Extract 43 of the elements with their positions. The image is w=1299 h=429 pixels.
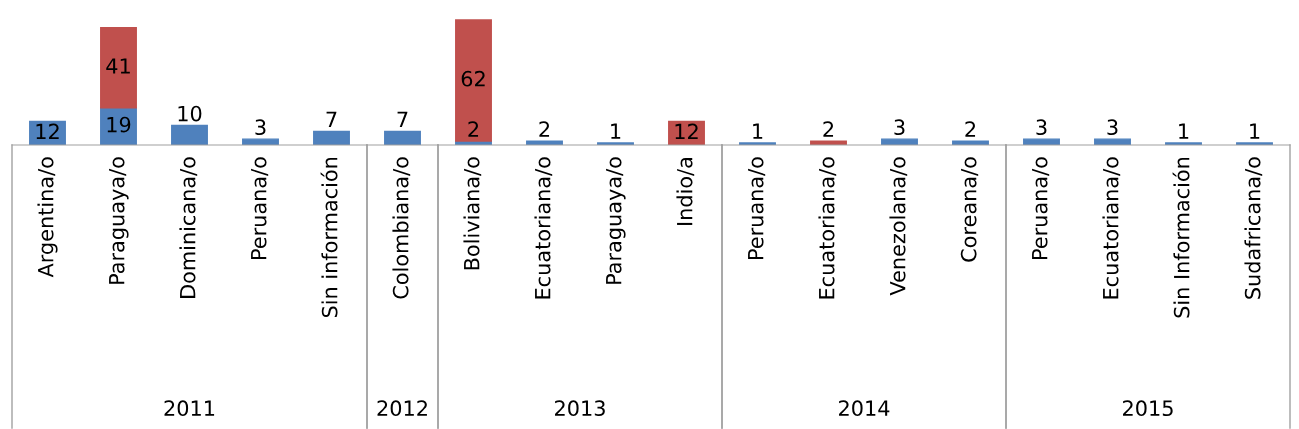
- data-label: 7: [326, 111, 337, 127]
- text: 2013: [555, 400, 605, 417]
- x-tick-label: Peruana/o: [1032, 157, 1050, 259]
- text: 2011: [164, 400, 215, 417]
- x-tick-label: Sudafricana/o: [1244, 157, 1263, 299]
- data-label: 1: [611, 123, 621, 139]
- text: 2014: [839, 400, 890, 417]
- data-label: 10: [178, 105, 202, 122]
- text: 2015: [1123, 400, 1173, 417]
- data-label: 1: [753, 123, 763, 139]
- x-tick-label: Sin información: [320, 157, 338, 318]
- data-label: 1: [1179, 123, 1189, 139]
- data-label: 3: [1036, 119, 1047, 136]
- x-tick-label: Indio/a: [676, 158, 695, 225]
- x-tick-label: Boliviana/o: [463, 157, 482, 270]
- x-tick-label: Colombiana/o: [392, 157, 411, 299]
- data-label: 7: [397, 111, 408, 127]
- x-tick-label: Coreana/o: [960, 157, 979, 262]
- data-label: 3: [1107, 119, 1118, 136]
- x-tick-label: Ecuatoriana/o: [534, 157, 553, 299]
- data-label: 2: [468, 121, 479, 137]
- data-label: 12: [36, 123, 59, 140]
- x-tick-label: Paraguaya/o: [606, 157, 626, 284]
- data-label: 1: [1250, 123, 1260, 139]
- data-label: 2: [539, 121, 550, 137]
- x-tick-label: Ecuatoriana/o: [818, 157, 837, 299]
- data-label: 3: [894, 119, 905, 136]
- text: 2012: [377, 400, 427, 417]
- x-tick-label: Paraguaya/o: [109, 157, 129, 284]
- data-label: 41: [106, 58, 130, 74]
- x-tick-label: Dominicana/o: [179, 157, 198, 298]
- x-tick-label: Argentina/o: [37, 157, 58, 278]
- data-label: 3: [255, 119, 266, 136]
- data-label: 19: [107, 116, 131, 133]
- x-tick-label: Venezolana/o: [889, 157, 908, 296]
- data-label: 2: [965, 121, 976, 137]
- data-label: 12: [675, 123, 698, 140]
- data-label: 2: [823, 121, 834, 137]
- x-tick-label: Peruana/o: [748, 157, 766, 259]
- data-label: 62: [461, 70, 485, 87]
- x-tick-label: Sin Información: [1172, 157, 1190, 318]
- x-tick-label: Ecuatoriana/o: [1102, 157, 1121, 299]
- x-tick-label: Peruana/o: [251, 157, 269, 259]
